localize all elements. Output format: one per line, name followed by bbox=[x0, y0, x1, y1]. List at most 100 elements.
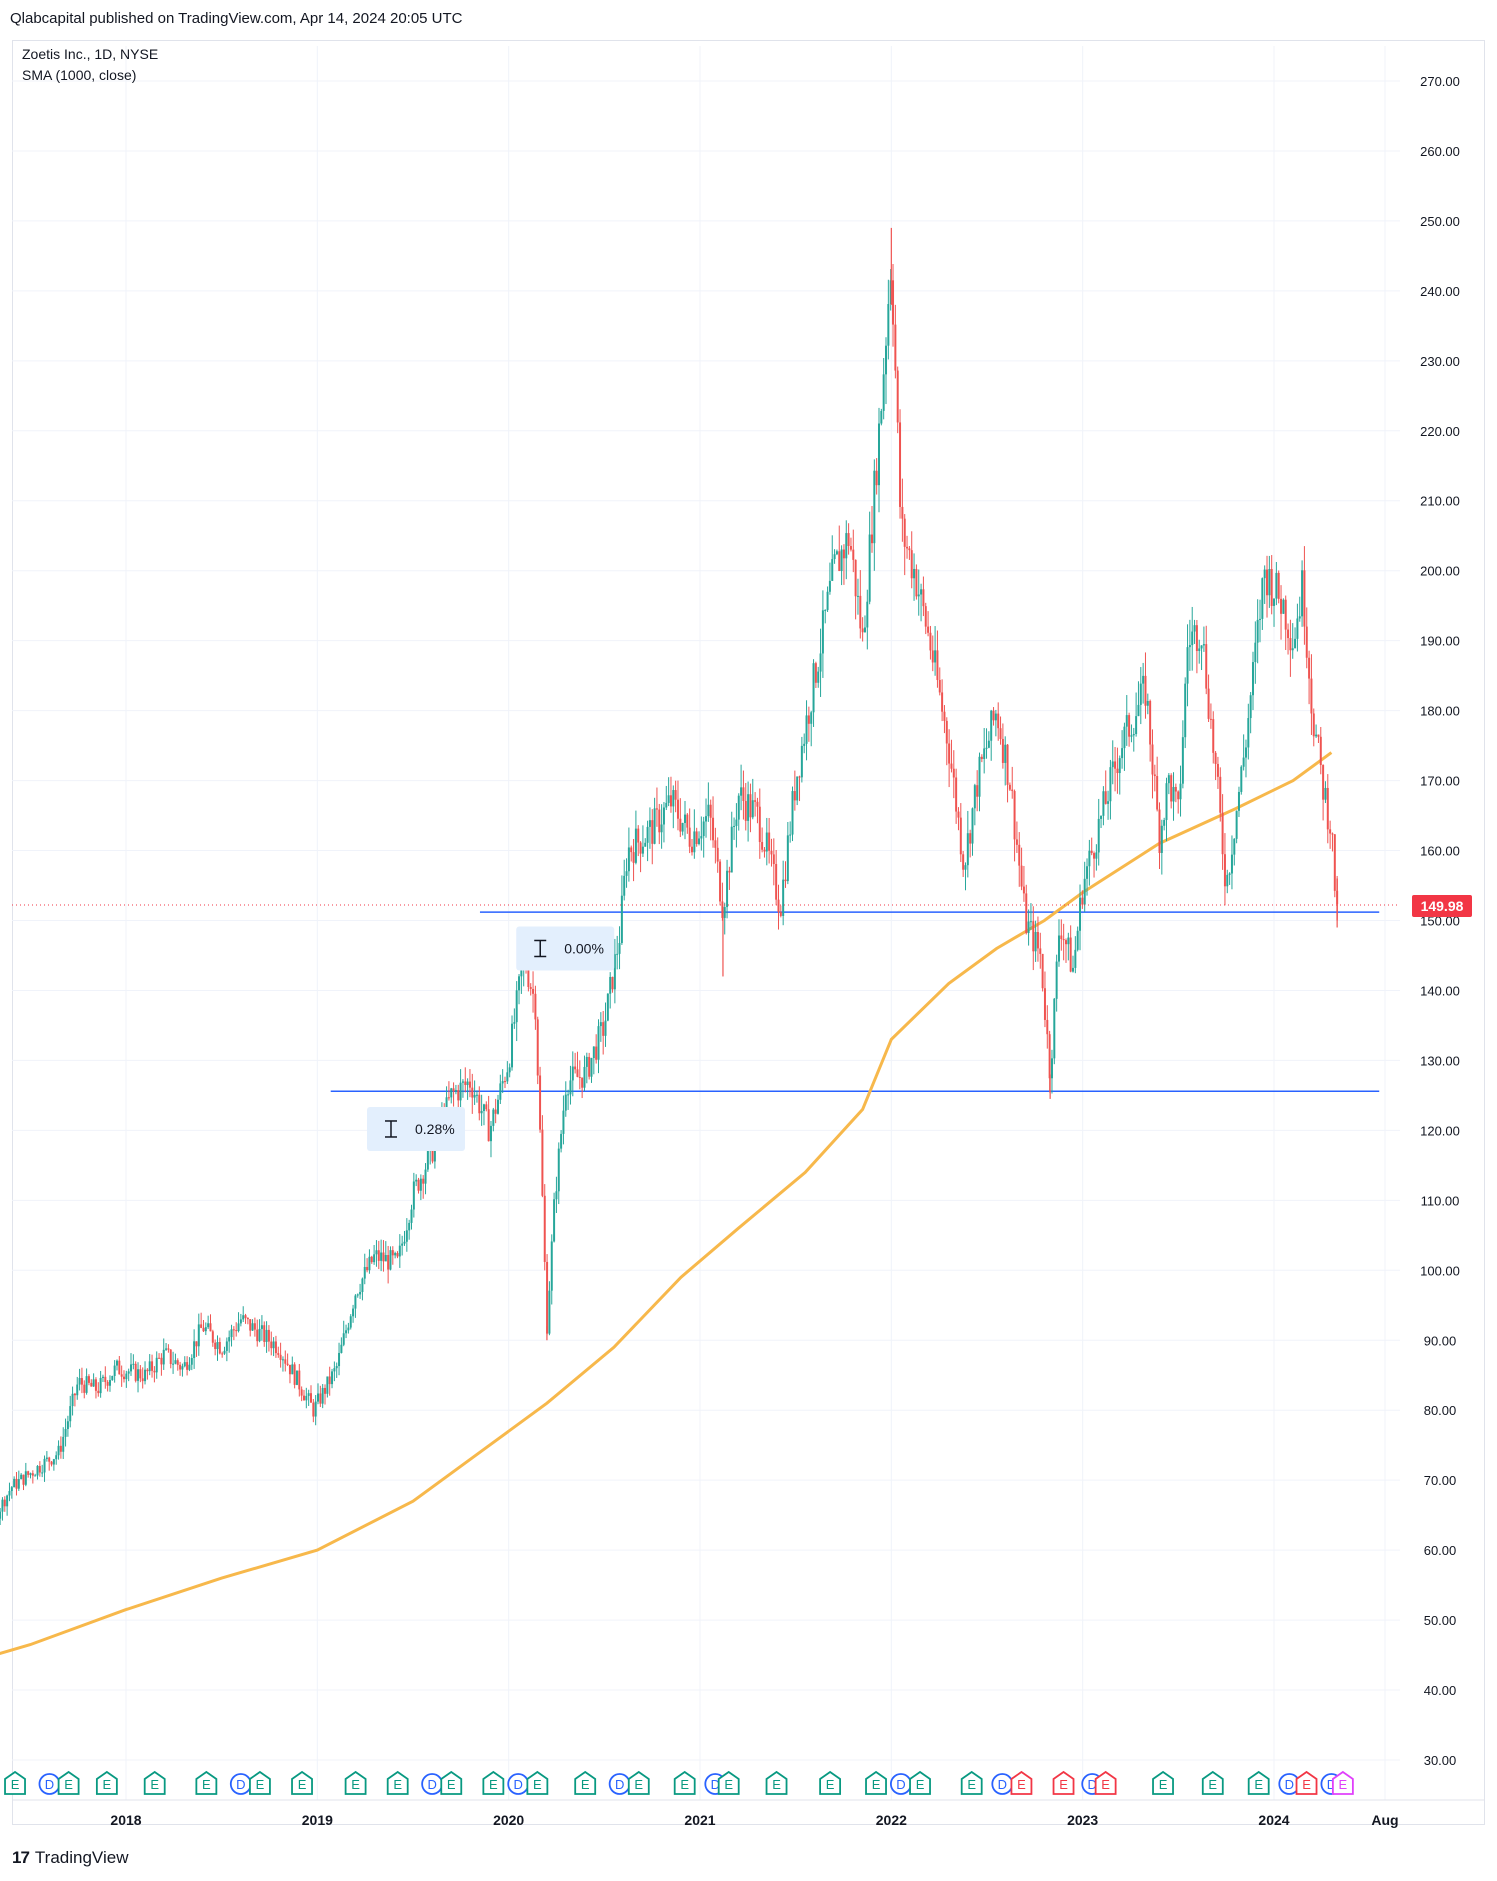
candle-body bbox=[571, 1066, 574, 1081]
candle-body bbox=[674, 790, 677, 800]
marker-letter: E bbox=[202, 1777, 211, 1792]
candle-body bbox=[992, 710, 995, 721]
candle-body bbox=[277, 1353, 280, 1355]
earnings-marker: E bbox=[1152, 1770, 1174, 1795]
candle-body bbox=[132, 1363, 135, 1365]
candle-body bbox=[1322, 765, 1325, 800]
candle-body bbox=[849, 546, 852, 550]
candle-body bbox=[1202, 644, 1205, 646]
candle-body bbox=[508, 1067, 511, 1073]
candle-body bbox=[43, 1458, 46, 1473]
candle-body bbox=[639, 842, 642, 854]
candle-body bbox=[985, 747, 988, 749]
candle-body bbox=[866, 601, 869, 628]
candle-body bbox=[557, 1148, 560, 1192]
x-tick-label: 2020 bbox=[493, 1812, 524, 1828]
candle-body bbox=[181, 1366, 184, 1370]
candle-body bbox=[485, 1104, 488, 1110]
candle-body bbox=[712, 817, 715, 841]
footer-brand: TradingView bbox=[34, 1848, 129, 1867]
candle-body bbox=[810, 712, 813, 724]
candle-body bbox=[955, 777, 958, 812]
y-tick-label: 130.00 bbox=[1420, 1053, 1460, 1068]
marker-letter: E bbox=[581, 1777, 590, 1792]
candle-body bbox=[913, 568, 916, 579]
x-tick-label: 2023 bbox=[1067, 1812, 1098, 1828]
x-tick-label: 2024 bbox=[1258, 1812, 1289, 1828]
candle-body bbox=[223, 1350, 226, 1354]
candle-body bbox=[737, 795, 740, 820]
candle-body bbox=[1242, 757, 1245, 767]
candle-body bbox=[1244, 747, 1247, 758]
candle-body bbox=[627, 847, 630, 872]
candle-body bbox=[454, 1090, 457, 1092]
candle-body bbox=[370, 1256, 373, 1263]
candle-body bbox=[338, 1352, 341, 1367]
candle-body bbox=[1123, 726, 1126, 749]
candle-body bbox=[279, 1354, 282, 1360]
measure-box bbox=[366, 1106, 465, 1151]
candle-body bbox=[1247, 718, 1250, 748]
candle-body bbox=[1319, 736, 1322, 766]
candle-body bbox=[419, 1178, 422, 1191]
y-tick-label: 260.00 bbox=[1420, 144, 1460, 159]
candle-body bbox=[218, 1342, 221, 1354]
candle-body bbox=[394, 1253, 397, 1256]
candle-body bbox=[826, 591, 829, 610]
candle-body bbox=[952, 768, 955, 778]
y-tick-label: 220.00 bbox=[1420, 424, 1460, 439]
candle-body bbox=[529, 986, 532, 989]
candle-body bbox=[1294, 638, 1297, 649]
candle-body bbox=[431, 1143, 434, 1162]
candle-body bbox=[127, 1371, 130, 1374]
candle-body bbox=[987, 740, 990, 748]
candle-body bbox=[1214, 752, 1217, 764]
candle-body bbox=[410, 1209, 413, 1223]
candle-body bbox=[1013, 791, 1016, 840]
candle-body bbox=[716, 847, 719, 862]
marker-letter: E bbox=[772, 1777, 781, 1792]
sma-1000-line bbox=[0, 751, 1333, 1656]
candle-body bbox=[543, 1195, 546, 1262]
candle-body bbox=[80, 1378, 83, 1385]
marker-letter: E bbox=[298, 1777, 307, 1792]
candle-body bbox=[634, 828, 637, 863]
candle-body bbox=[1118, 758, 1121, 774]
candle-body bbox=[165, 1348, 168, 1350]
candle-body bbox=[174, 1360, 177, 1364]
candle-body bbox=[482, 1104, 485, 1111]
marker-letter: E bbox=[1101, 1777, 1110, 1792]
candle-body bbox=[1315, 734, 1318, 737]
sma-line bbox=[0, 751, 1333, 1656]
candle-body bbox=[726, 870, 729, 908]
candle-body bbox=[87, 1376, 90, 1383]
candle-body bbox=[73, 1393, 76, 1396]
candle-body bbox=[176, 1360, 179, 1365]
x-tick-label: Aug bbox=[1371, 1812, 1398, 1828]
y-tick-label: 150.00 bbox=[1420, 914, 1460, 929]
candle-body bbox=[258, 1328, 261, 1342]
candle-body bbox=[1060, 935, 1063, 940]
candle-body bbox=[651, 820, 654, 844]
marker-letter: D bbox=[236, 1777, 245, 1792]
earnings-marker: E bbox=[909, 1770, 931, 1795]
candle-body bbox=[929, 632, 932, 651]
candle-body bbox=[148, 1361, 151, 1372]
candle-body bbox=[475, 1094, 478, 1096]
candle-body bbox=[179, 1364, 182, 1370]
candle-body bbox=[709, 804, 712, 818]
candle-body bbox=[473, 1094, 476, 1098]
chart-legend: Zoetis Inc., 1D, NYSE SMA (1000, close) bbox=[22, 44, 158, 86]
candle-body bbox=[459, 1082, 462, 1101]
candle-body bbox=[314, 1401, 317, 1417]
candle-body bbox=[660, 824, 663, 833]
candle-body bbox=[994, 713, 997, 721]
candle-body bbox=[492, 1109, 495, 1126]
candle-body bbox=[978, 756, 981, 797]
candle-body bbox=[576, 1069, 579, 1077]
candle-body bbox=[997, 713, 1000, 729]
candle-body bbox=[798, 776, 801, 778]
candle-body bbox=[1090, 850, 1093, 854]
candle-body bbox=[359, 1291, 362, 1295]
